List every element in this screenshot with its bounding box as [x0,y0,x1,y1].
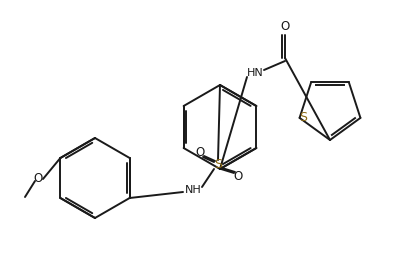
Text: HN: HN [246,68,263,78]
Text: O: O [196,146,205,158]
Text: O: O [233,170,243,183]
Text: O: O [280,21,290,34]
Text: S: S [214,158,222,171]
Text: O: O [33,171,43,184]
Text: S: S [299,112,308,124]
Text: NH: NH [184,185,201,195]
